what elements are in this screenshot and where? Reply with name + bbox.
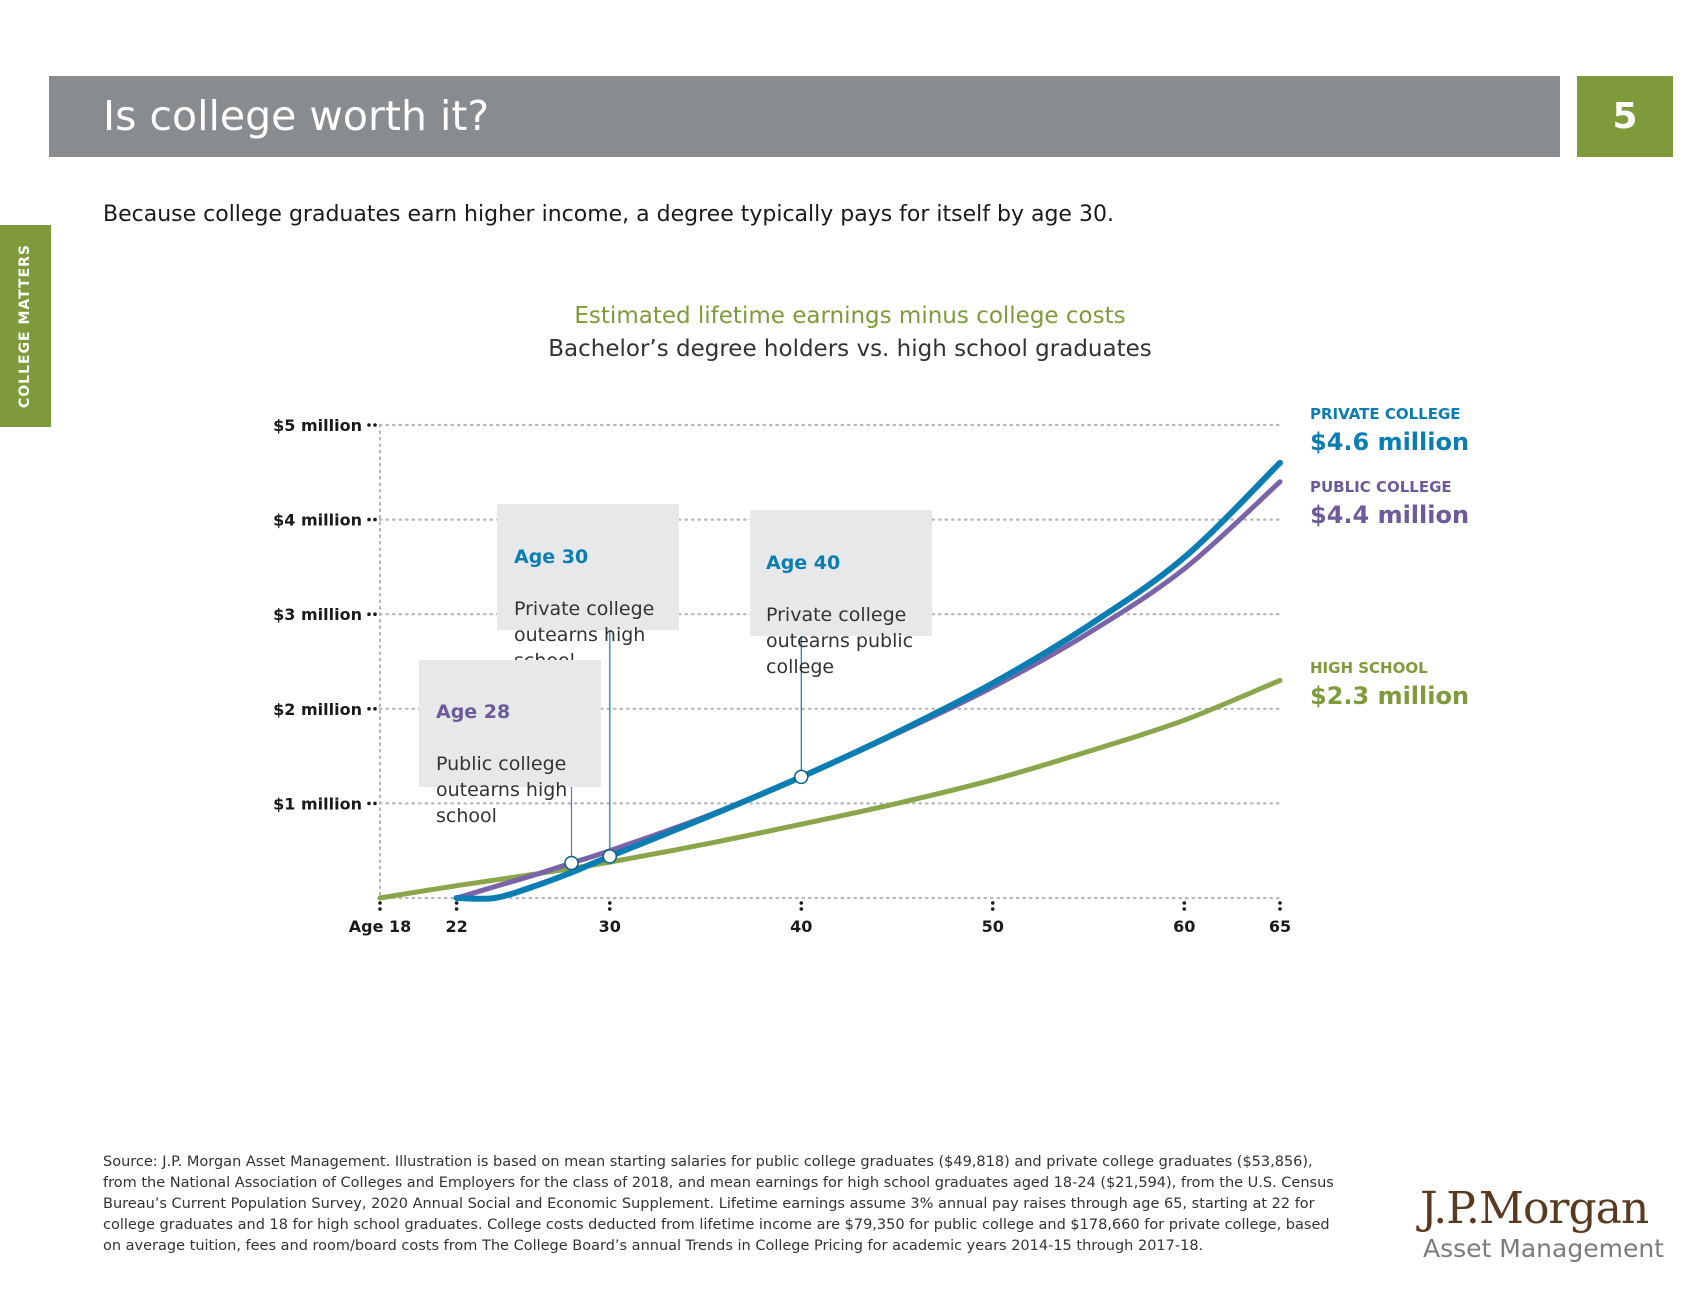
y-tick-dot: [367, 707, 371, 711]
crossover-marker: [564, 855, 579, 871]
callout-age-30: [497, 504, 679, 630]
crossover-marker: [602, 849, 618, 864]
legend-private-label: PRIVATE COLLEGE: [1310, 405, 1461, 423]
legend-public-label: PUBLIC COLLEGE: [1310, 478, 1452, 496]
x-tick-dot: [378, 901, 382, 905]
x-tick-label: Age 18: [349, 917, 412, 936]
legend-private-value: $4.6 million: [1310, 428, 1470, 456]
callout-age-28-text: Age 28 Public college outearns high scho…: [436, 673, 596, 829]
y-tick-dot: [373, 612, 377, 616]
y-tick-dot: [373, 423, 377, 427]
y-tick-label: $5 million: [273, 416, 362, 435]
callout-age-28: [419, 660, 601, 787]
x-tick-dot: [378, 907, 382, 911]
y-tick-dot: [367, 612, 371, 616]
legend-high-school-value: $2.3 million: [1310, 682, 1470, 710]
callout-age-40-body: Private college outearns public college: [766, 604, 914, 678]
chart-subtitle: Bachelor’s degree holders vs. high schoo…: [548, 336, 1152, 362]
callout-age-30-label: Age 30: [514, 546, 589, 568]
callout-age-30-text: Age 30 Private college outearns high sch…: [514, 518, 674, 674]
x-tick-dot: [454, 901, 459, 905]
x-tick-dot: [990, 907, 995, 911]
y-tick-dot: [373, 707, 377, 711]
x-tick-label: 60: [1173, 917, 1195, 936]
x-tick-dot: [1182, 907, 1187, 911]
x-tick-dot: [1278, 901, 1282, 905]
y-tick-dot: [367, 517, 371, 522]
page-number: 5: [1612, 96, 1638, 137]
y-tick-dot: [367, 801, 371, 806]
x-tick-dot: [607, 901, 612, 905]
line-chart: $1 million $2 million $3 million $4 million…: [273, 416, 1291, 936]
crossover-marker: [794, 769, 809, 785]
y-tick-label: $4 million: [273, 511, 362, 530]
jpmorgan-logo: J.P.Morgan: [1420, 1183, 1649, 1234]
x-tick-dot: [1182, 901, 1187, 905]
y-tick-dot: [373, 801, 377, 806]
side-tab: [0, 225, 51, 427]
x-tick-dot: [454, 907, 459, 911]
jpmorgan-logo-subtitle: Asset Management: [1423, 1234, 1664, 1263]
x-tick-dot: [1278, 907, 1282, 911]
page-title: Is college worth it?: [103, 92, 490, 140]
x-tick-label: 40: [790, 917, 812, 936]
x-tick-label: 30: [599, 917, 621, 936]
y-tick-label: $1 million: [273, 794, 362, 813]
page-subtitle: Because college graduates earn higher in…: [103, 202, 1114, 227]
legend-public-value: $4.4 million: [1310, 501, 1470, 529]
x-tick-dot: [990, 901, 995, 905]
x-tick-label: 65: [1269, 917, 1291, 936]
x-tick-label: 22: [445, 917, 467, 936]
y-tick-label: $2 million: [273, 700, 362, 719]
x-tick-dot: [799, 901, 804, 905]
x-tick-label: 50: [982, 917, 1004, 936]
y-tick-label: $3 million: [273, 605, 362, 624]
chart-title: Estimated lifetime earnings minus colleg…: [574, 303, 1126, 329]
page-number-box: [1577, 76, 1673, 157]
callout-age-40-label: Age 40: [766, 552, 841, 574]
legend-high-school-label: HIGH SCHOOL: [1310, 659, 1428, 677]
callout-age-28-body: Public college outearns high school: [436, 753, 568, 827]
callout-age-28-label: Age 28: [436, 701, 511, 723]
x-tick-dot: [607, 907, 612, 911]
header-bar: [49, 76, 1560, 157]
callout-age-40: [750, 510, 932, 636]
y-tick-dot: [367, 423, 371, 427]
x-tick-dot: [799, 907, 804, 911]
y-tick-dot: [373, 517, 377, 522]
source-note: Source: J.P. Morgan Asset Management. Il…: [103, 1154, 1334, 1254]
callout-age-40-text: Age 40 Private college outearns public c…: [766, 524, 926, 680]
